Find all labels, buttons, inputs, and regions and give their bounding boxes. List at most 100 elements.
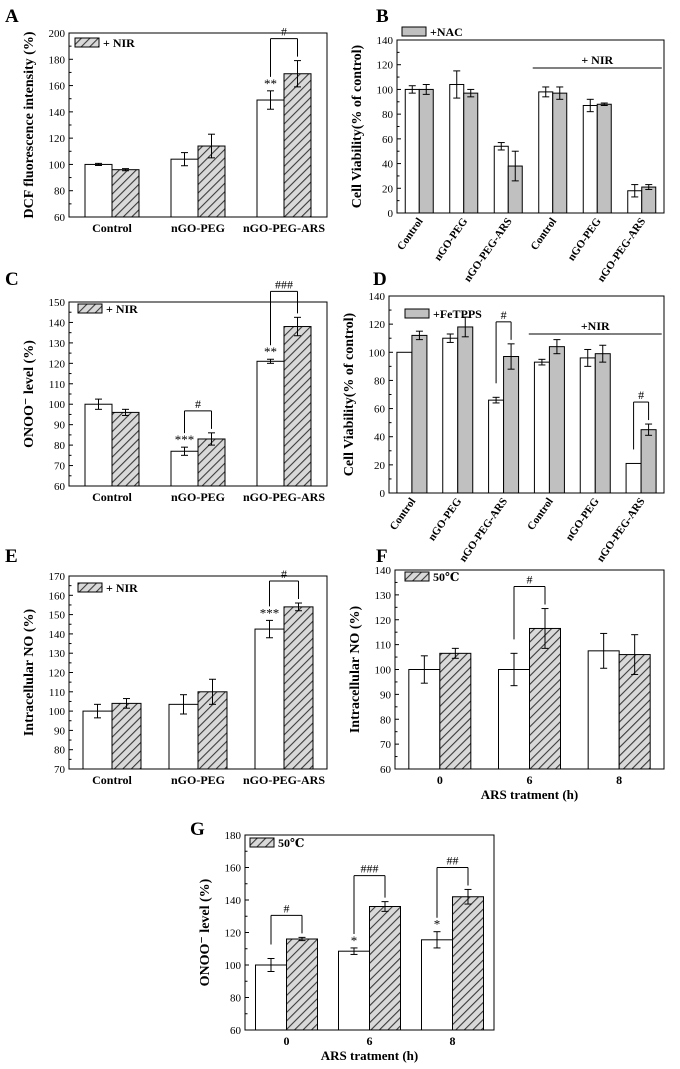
y-tick-label: 80 [54,440,66,452]
x-category-label: nGO-PEG-ARS [595,216,648,284]
bar-1-series-0 [168,703,199,770]
x-category-label: Control [92,490,132,504]
panel-letter: D [373,269,387,290]
bar-0-series-0 [84,163,113,218]
y-tick-label: 110 [49,687,66,699]
y-tick-label: 80 [382,109,394,121]
y-axis-label: Intracellular NO (%) [22,609,37,737]
bar-1-series-1 [369,906,401,1031]
bar-0-series-0 [404,88,420,214]
legend-swatch [401,26,427,37]
y-tick-label: 0 [380,488,386,500]
x-category-label: Control [528,216,559,253]
x-category-label: nGO-PEG [565,215,603,263]
significance-star: * [434,917,441,932]
bar-0-series-1 [439,652,472,770]
significance-star: *** [260,605,280,620]
bar-1-series-0 [338,950,370,1031]
bracket-label: # [527,573,533,587]
y-axis-label: ONOO⁻ level (%) [22,340,37,448]
bar-2-series-1 [452,896,484,1031]
y-tick-label: 40 [374,432,386,444]
bar-1-series-1 [457,326,474,494]
legend: +NAC [401,25,463,39]
chart-panel-c: C 60 70 80 90 100 110 120 130 140 150 ONOO⁻ level (… [5,269,328,504]
bar-3-series-1 [552,92,568,214]
x-category-label: Control [395,216,426,253]
y-tick-label: 80 [230,993,242,1005]
significance-bracket: # [184,397,212,434]
x-category-label: nGO-PEG [432,215,470,263]
significance-star: * [351,933,358,948]
legend-swatch [74,37,100,48]
x-category-label: nGO-PEG-ARS [595,496,648,564]
y-tick-label: 100 [49,706,66,718]
legend-swatch [404,571,430,582]
bar-0-series-1 [111,411,140,487]
y-tick-label: 180 [225,830,242,842]
y-axis-label: DCF fluorescence intensity (%) [22,31,37,218]
y-tick-label: 100 [369,347,386,359]
y-tick-label: 120 [49,668,66,680]
bar-0-series-0 [396,351,413,494]
bracket-label: # [281,25,287,39]
panel-letter: B [376,6,389,27]
legend-label: 50℃ [433,570,459,584]
y-tick-label: 60 [54,481,66,493]
y-tick-label: 80 [54,745,66,757]
legend: 50℃ [404,570,459,584]
y-tick-label: 60 [382,134,394,146]
significance-bracket: # [269,567,299,607]
legend-label: 50℃ [278,836,304,850]
bar-0-series-1 [418,88,434,214]
y-axis-label: Intracellular NO (%) [348,606,363,734]
y-tick-label: 120 [369,319,386,331]
y-tick-label: 100 [375,665,392,677]
significance-star: *** [175,432,195,447]
y-tick-label: 90 [54,420,66,432]
legend: + NIR [77,302,138,316]
bracket-label: ### [275,277,293,291]
bar-1-series-1 [529,627,561,770]
x-axis-label: ARS tratment (h) [481,787,578,802]
legend-label: +NAC [430,25,463,39]
x-category-label: nGO-PEG-ARS [243,773,325,787]
y-tick-label: 90 [380,689,392,701]
y-tick-label: 110 [49,379,66,391]
y-tick-label: 120 [49,358,66,370]
bar-4-series-1 [594,353,611,494]
bar-2-series-0 [493,145,509,214]
y-tick-label: 130 [375,590,392,602]
bar-1-series-1 [197,438,226,487]
bracket-label: ### [361,862,379,876]
bracket-label: # [281,567,287,581]
significance-star: ** [264,344,277,359]
bar-5-series-0 [625,462,642,494]
x-category-label: nGO-PEG [171,221,225,235]
y-tick-label: 110 [375,640,392,652]
x-category-label: 6 [367,1034,373,1048]
x-category-label: Control [525,496,556,533]
bar-3-series-1 [548,346,565,494]
significance-bracket: # [270,901,303,945]
significance-bracket: ## [436,853,469,918]
y-tick-label: 130 [49,338,66,350]
bar-3-series-0 [538,91,554,214]
legend-swatch [77,303,103,314]
bar-5-series-1 [640,429,657,494]
chart-panel-b: B 0 20 40 60 80 100 120 140 Cell Viability(% of c… [350,6,665,284]
y-tick-label: 140 [225,895,242,907]
legend-swatch [249,837,275,848]
panel-letter: A [5,6,19,27]
y-axis-label: Cell Viability(% of control) [342,312,357,476]
legend-label: + NIR [106,302,138,316]
bar-4-series-0 [582,104,598,214]
bar-2-series-0 [254,628,285,770]
x-category-label: nGO-PEG [563,495,601,543]
bar-0-series-1 [111,169,140,218]
y-tick-label: 140 [375,565,392,577]
y-tick-label: 160 [225,863,242,875]
